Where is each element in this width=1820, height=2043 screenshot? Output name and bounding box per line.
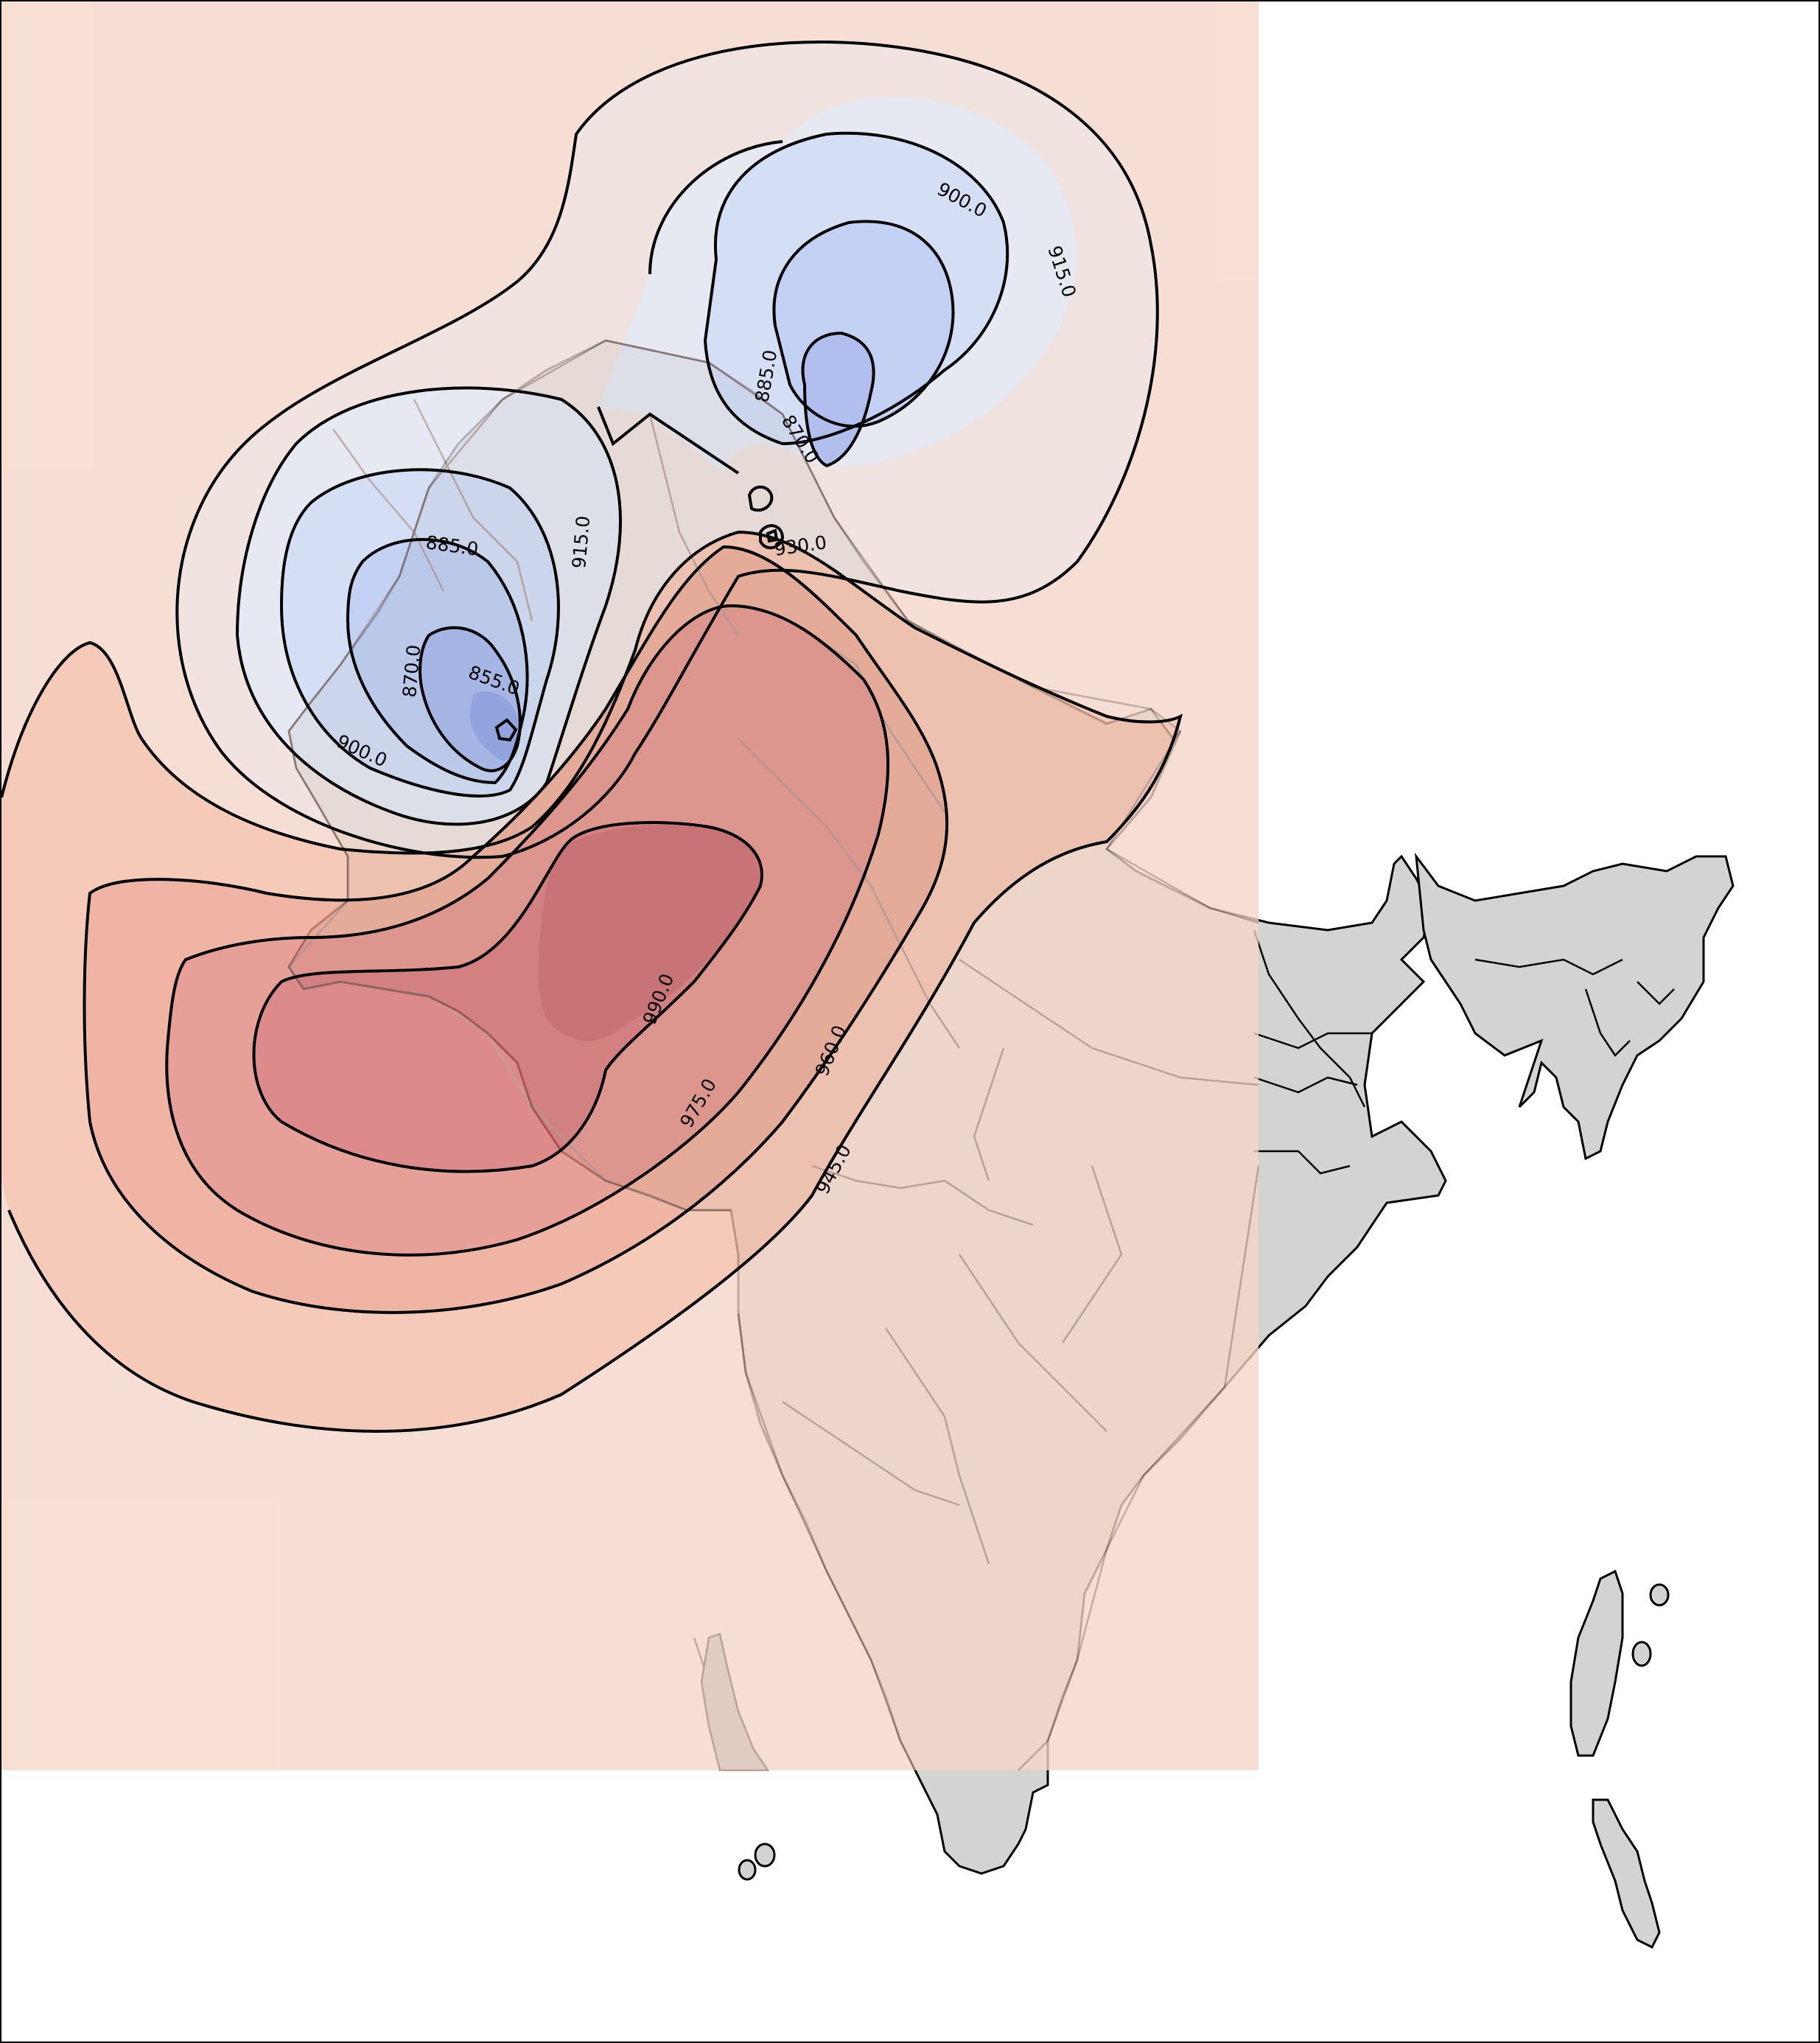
contour-840-w bbox=[494, 718, 518, 742]
state-boundaries-east bbox=[1253, 929, 1675, 1175]
contour-885-w bbox=[279, 468, 560, 798]
contour-field bbox=[1, 1, 1260, 1772]
contour-930-knot-2 bbox=[759, 524, 785, 550]
contour-900-ne bbox=[703, 131, 1009, 446]
lakshadweep-island-2 bbox=[738, 1859, 757, 1881]
contour-855-w bbox=[419, 626, 522, 772]
contour-870-w bbox=[346, 538, 529, 785]
northeast-india bbox=[1414, 852, 1735, 1161]
lakshadweep-overlay bbox=[700, 1632, 770, 1772]
lakshadweep-island-1 bbox=[754, 1843, 776, 1868]
contour-900-w bbox=[235, 386, 622, 826]
contour-900-ne-divide bbox=[648, 140, 783, 275]
contour-945-red bbox=[1, 530, 1183, 1433]
nicobar-islands bbox=[1592, 1798, 1661, 1949]
contour-lines bbox=[1, 41, 1183, 1433]
contour-870-ne bbox=[801, 331, 875, 468]
contour-915-outer bbox=[175, 41, 1159, 859]
contour-label-870-west: 870.0 bbox=[399, 644, 424, 699]
fill-band-red-5 bbox=[538, 824, 762, 1041]
contour-930-knot-1 bbox=[747, 485, 774, 512]
contour-915-divide bbox=[597, 406, 740, 475]
fill-band-blue-w-5 bbox=[469, 691, 520, 761]
contour-960-red bbox=[83, 545, 949, 1314]
contour-label-915-west: 915.0 bbox=[568, 515, 594, 570]
island-small-2 bbox=[1631, 1641, 1652, 1667]
contour-975-red bbox=[165, 604, 890, 1257]
island-small-1 bbox=[1649, 1583, 1670, 1607]
fill-band-blue-ne-4 bbox=[802, 333, 874, 466]
contour-885-ne bbox=[772, 220, 955, 428]
andaman-islands bbox=[1569, 1569, 1624, 1757]
contour-990-red bbox=[252, 821, 763, 1173]
